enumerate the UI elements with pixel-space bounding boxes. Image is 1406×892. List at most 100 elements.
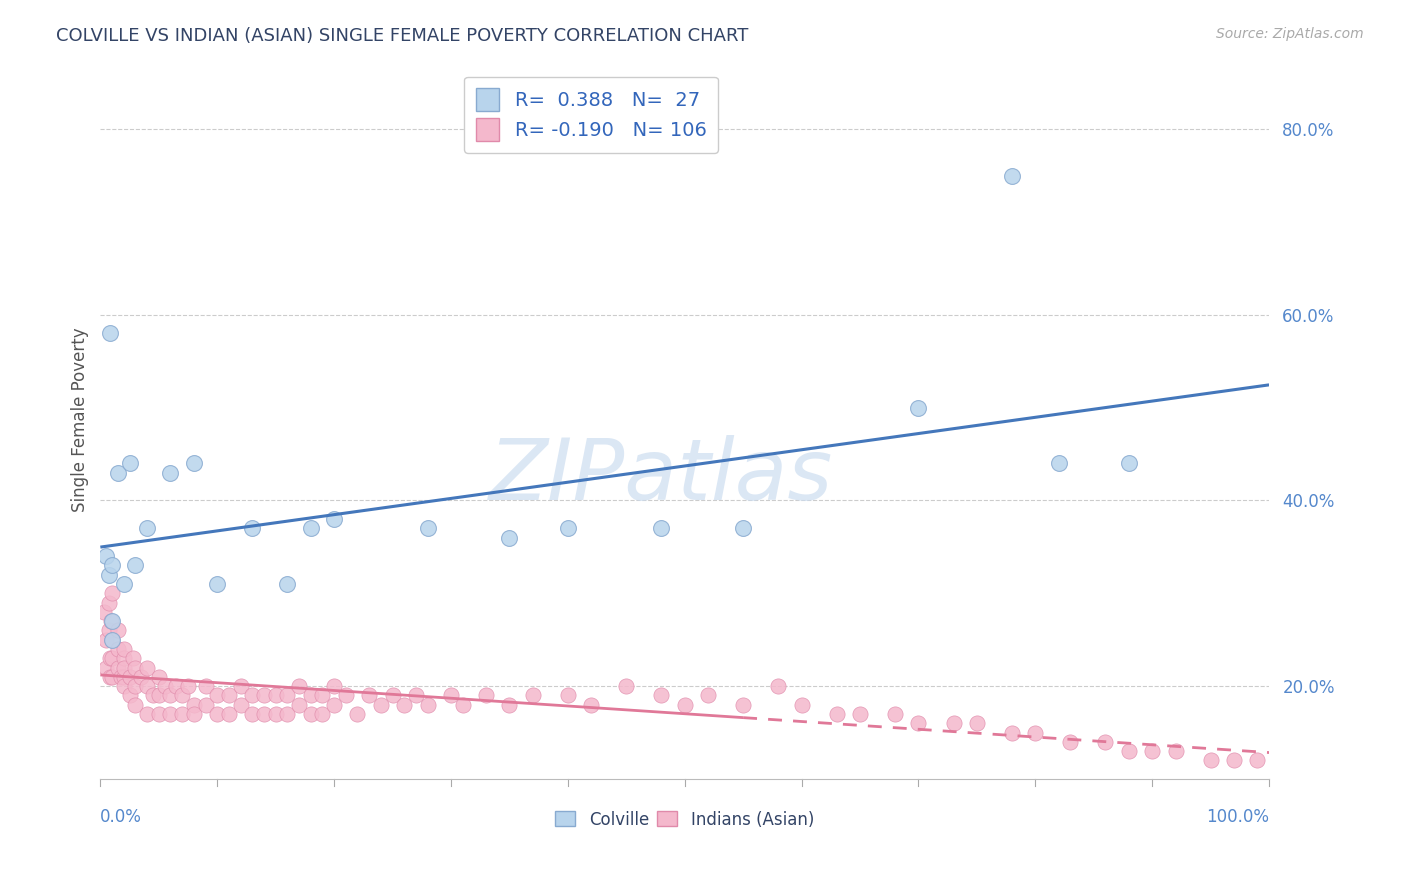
Point xyxy=(96,632,118,647)
Point xyxy=(1001,725,1024,739)
Point xyxy=(276,706,298,721)
Point xyxy=(159,706,181,721)
Point xyxy=(288,698,311,712)
Point xyxy=(172,706,194,721)
Point xyxy=(323,698,346,712)
Point xyxy=(183,698,205,712)
Point xyxy=(614,679,637,693)
Point xyxy=(650,521,672,535)
Point xyxy=(107,624,129,638)
Point xyxy=(522,689,544,703)
Point xyxy=(101,586,124,600)
Point xyxy=(107,660,129,674)
Point xyxy=(110,670,132,684)
Point xyxy=(112,660,135,674)
Point xyxy=(136,521,159,535)
Point xyxy=(124,660,146,674)
Point xyxy=(205,577,228,591)
Point xyxy=(416,521,439,535)
Point xyxy=(229,698,252,712)
Point xyxy=(766,679,789,693)
Point xyxy=(264,689,287,703)
Point xyxy=(1118,456,1140,470)
Point xyxy=(97,596,120,610)
Point xyxy=(183,706,205,721)
Point xyxy=(118,456,141,470)
Point xyxy=(966,716,988,731)
Point xyxy=(299,689,322,703)
Point xyxy=(240,689,263,703)
Point xyxy=(129,670,152,684)
Point xyxy=(124,698,146,712)
Point xyxy=(159,689,181,703)
Point xyxy=(276,689,298,703)
Point xyxy=(1001,169,1024,183)
Point xyxy=(118,689,141,703)
Point xyxy=(1118,744,1140,758)
Point xyxy=(98,651,121,665)
Point xyxy=(557,521,579,535)
Point xyxy=(907,401,929,415)
Point xyxy=(136,679,159,693)
Point xyxy=(790,698,813,712)
Point xyxy=(733,698,755,712)
Point xyxy=(107,466,129,480)
Point xyxy=(101,632,124,647)
Point xyxy=(112,642,135,657)
Point xyxy=(101,670,124,684)
Point xyxy=(346,706,368,721)
Y-axis label: Single Female Poverty: Single Female Poverty xyxy=(72,327,89,512)
Point xyxy=(849,706,872,721)
Point xyxy=(205,689,228,703)
Point xyxy=(97,624,120,638)
Point xyxy=(136,660,159,674)
Point xyxy=(1059,735,1081,749)
Point xyxy=(405,689,427,703)
Point xyxy=(942,716,965,731)
Point xyxy=(218,689,240,703)
Text: ZIPatlas: ZIPatlas xyxy=(489,435,834,518)
Text: 0.0%: 0.0% xyxy=(100,807,142,826)
Point xyxy=(381,689,404,703)
Point xyxy=(112,679,135,693)
Point xyxy=(1223,753,1246,767)
Point xyxy=(1094,735,1116,749)
Point xyxy=(253,706,276,721)
Point xyxy=(907,716,929,731)
Point xyxy=(323,679,346,693)
Point xyxy=(124,558,146,573)
Point xyxy=(288,679,311,693)
Point xyxy=(194,698,217,712)
Point xyxy=(98,670,121,684)
Point xyxy=(153,679,176,693)
Point xyxy=(240,706,263,721)
Point xyxy=(335,689,357,703)
Point xyxy=(112,670,135,684)
Point xyxy=(1164,744,1187,758)
Point xyxy=(323,512,346,526)
Point xyxy=(1047,456,1070,470)
Text: Source: ZipAtlas.com: Source: ZipAtlas.com xyxy=(1216,27,1364,41)
Point xyxy=(579,698,602,712)
Point xyxy=(498,698,520,712)
Point xyxy=(142,689,165,703)
Point xyxy=(218,706,240,721)
Point xyxy=(124,679,146,693)
Point xyxy=(311,706,333,721)
Point xyxy=(98,326,121,341)
Point xyxy=(697,689,720,703)
Point xyxy=(264,706,287,721)
Point xyxy=(451,698,474,712)
Point xyxy=(112,651,135,665)
Point xyxy=(416,698,439,712)
Point xyxy=(673,698,696,712)
Text: 100.0%: 100.0% xyxy=(1206,807,1270,826)
Point xyxy=(825,706,848,721)
Point xyxy=(276,577,298,591)
Point xyxy=(1246,753,1268,767)
Point xyxy=(359,689,381,703)
Point xyxy=(148,706,170,721)
Point xyxy=(229,679,252,693)
Point xyxy=(475,689,498,703)
Legend: Colville, Indians (Asian): Colville, Indians (Asian) xyxy=(548,804,821,835)
